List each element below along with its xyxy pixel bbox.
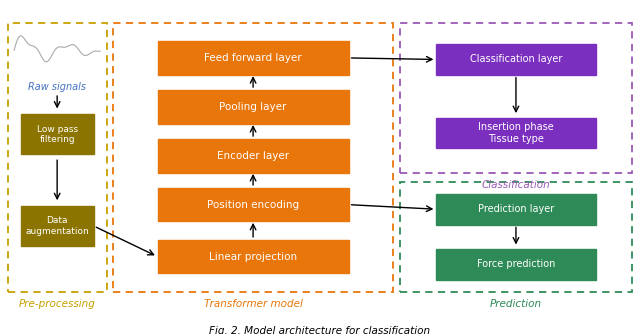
Text: Data
augmentation: Data augmentation <box>25 216 89 236</box>
FancyBboxPatch shape <box>157 41 349 75</box>
Text: Transformer model: Transformer model <box>204 299 303 309</box>
Text: Feed forward layer: Feed forward layer <box>204 53 302 63</box>
FancyBboxPatch shape <box>436 118 596 148</box>
FancyBboxPatch shape <box>157 240 349 274</box>
Text: Prediction: Prediction <box>490 299 542 309</box>
FancyBboxPatch shape <box>157 90 349 124</box>
Text: Prediction layer: Prediction layer <box>478 204 554 214</box>
Text: Classification layer: Classification layer <box>470 54 562 64</box>
FancyBboxPatch shape <box>436 249 596 280</box>
Text: Classification: Classification <box>481 180 550 190</box>
FancyBboxPatch shape <box>436 44 596 75</box>
Text: Insertion phase
Tissue type: Insertion phase Tissue type <box>478 122 554 144</box>
Text: Linear projection: Linear projection <box>209 252 297 262</box>
FancyBboxPatch shape <box>157 139 349 173</box>
FancyBboxPatch shape <box>157 188 349 221</box>
Text: Low pass
filtering: Low pass filtering <box>36 125 77 144</box>
Text: Pooling layer: Pooling layer <box>220 102 287 112</box>
Text: Position encoding: Position encoding <box>207 200 299 210</box>
FancyBboxPatch shape <box>20 115 94 154</box>
Text: Pre-processing: Pre-processing <box>19 299 95 309</box>
Text: Fig. 2. Model architecture for classification: Fig. 2. Model architecture for classific… <box>209 327 431 334</box>
FancyBboxPatch shape <box>436 194 596 224</box>
Text: Encoder layer: Encoder layer <box>217 151 289 161</box>
FancyBboxPatch shape <box>20 206 94 246</box>
Text: Raw signals: Raw signals <box>28 82 86 92</box>
Text: Force prediction: Force prediction <box>477 259 555 269</box>
